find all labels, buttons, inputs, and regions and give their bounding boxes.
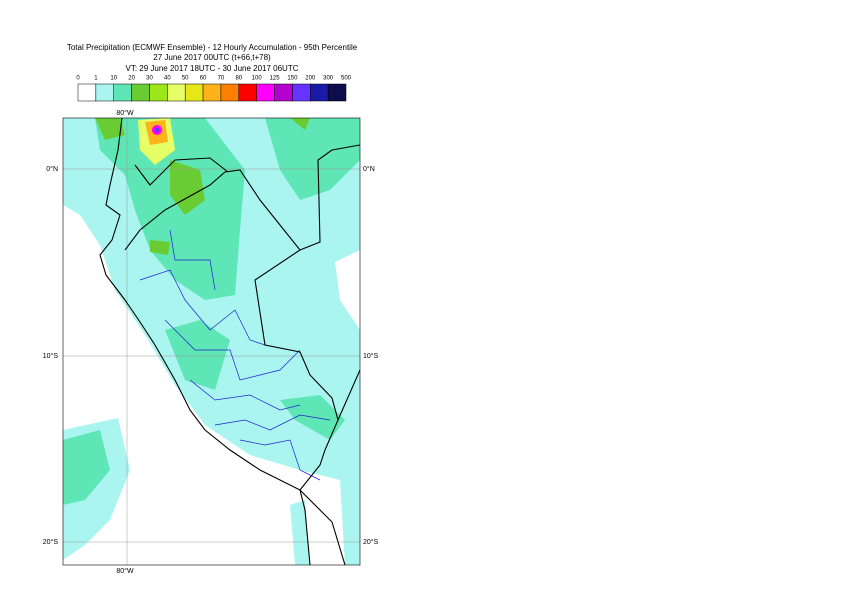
- legend: 0 1 10 20 30 40 50 60 70 80 100 125 150 200 300 500: [76, 76, 352, 102]
- legend-tick-label: 150: [287, 76, 298, 82]
- precip-peak: [154, 127, 160, 133]
- precip-heavy: [95, 118, 125, 140]
- lat-label: 10°S: [363, 352, 379, 360]
- legend-tick-label: 200: [305, 76, 316, 82]
- legend-swatch: [202, 83, 222, 102]
- precip-moderate: [165, 320, 230, 390]
- legend-tick-label: 70: [218, 76, 225, 82]
- precip-moderate: [265, 118, 360, 200]
- precip-light: [290, 500, 310, 565]
- legend-swatch: [149, 83, 168, 102]
- valid-time: VT: 29 June 2017 18UTC - 30 June 2017 06…: [126, 64, 299, 73]
- lon-label: 80°W: [116, 567, 134, 575]
- lat-label: 20°S: [43, 538, 59, 546]
- legend-tick-label: 80: [235, 76, 242, 82]
- legend-swatch: [274, 83, 293, 102]
- legend-tick-label: 500: [341, 76, 352, 82]
- base-time: 27 June 2017 00UTC (t+66,t+78): [153, 53, 271, 62]
- legend-swatch: [238, 83, 257, 102]
- legend-swatch: [256, 83, 275, 102]
- precip-moderate: [95, 118, 245, 300]
- map-frame: [62, 117, 361, 566]
- legend-swatch: [77, 83, 97, 102]
- legend-tick-label: 0: [76, 76, 80, 82]
- map: 80°W 80°W 0°N 10°S 20°S 0°N 10°S 20°S: [43, 109, 379, 575]
- legend-tick-label: 60: [200, 76, 207, 82]
- lat-label: 10°S: [43, 352, 59, 360]
- legend-tick-label: 300: [323, 76, 334, 82]
- legend-swatch: [310, 83, 329, 102]
- lon-label: 80°W: [116, 109, 134, 117]
- legend-swatch: [113, 83, 132, 102]
- internal-boundaries: [139, 229, 331, 481]
- legend-swatch: [292, 83, 311, 102]
- coastline-borders: [99, 118, 360, 565]
- legend-tick-label: 100: [252, 76, 263, 82]
- precip-heavy: [170, 160, 205, 215]
- precip-moderate: [63, 430, 110, 505]
- precip-heavy: [290, 118, 310, 130]
- legend-swatch: [327, 83, 347, 102]
- legend-tick-label: 20: [128, 76, 135, 82]
- legend-swatch: [184, 83, 204, 102]
- legend-tick-label: 30: [146, 76, 153, 82]
- legend-tick-label: 40: [164, 76, 171, 82]
- lat-label: 0°N: [363, 165, 375, 173]
- title: Total Precipitation (ECMWF Ensemble) - 1…: [67, 43, 358, 52]
- legend-swatch: [131, 83, 150, 102]
- legend-swatch: [95, 83, 114, 102]
- lat-label: 20°S: [363, 538, 379, 546]
- lat-label: 0°N: [46, 165, 58, 173]
- legend-swatch: [220, 83, 240, 102]
- legend-tick-label: 10: [110, 76, 117, 82]
- legend-swatch: [167, 83, 186, 102]
- legend-tick-label: 50: [182, 76, 189, 82]
- legend-tick-label: 1: [94, 76, 98, 82]
- precip-heavy: [150, 240, 170, 255]
- legend-tick-label: 125: [270, 76, 281, 82]
